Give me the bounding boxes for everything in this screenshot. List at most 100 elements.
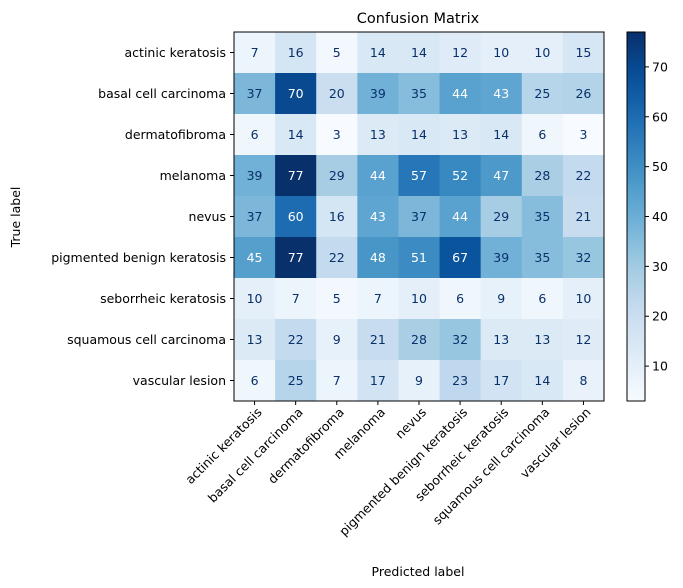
cell-value-label: 12 bbox=[452, 45, 468, 60]
x-tick-label: vascular lesion bbox=[517, 405, 594, 482]
heatmap-cell bbox=[439, 360, 482, 402]
heatmap-cell bbox=[562, 155, 605, 197]
cell-value-label: 9 bbox=[415, 373, 423, 388]
cell-value-label: 21 bbox=[575, 209, 591, 224]
cell-value-label: 6 bbox=[251, 373, 259, 388]
cell-value-label: 10 bbox=[411, 291, 427, 306]
heatmap-cell bbox=[275, 278, 317, 320]
cell-value-label: 47 bbox=[493, 168, 509, 183]
colorbar-tick-label: 40 bbox=[652, 209, 668, 224]
heatmap-cell bbox=[439, 32, 482, 74]
cell-value-label: 14 bbox=[534, 373, 550, 388]
heatmap-cell bbox=[316, 319, 358, 361]
x-axis-label: Predicted label bbox=[372, 564, 465, 579]
heatmap-cell bbox=[275, 319, 317, 361]
heatmap-cell bbox=[439, 237, 482, 279]
heatmap-cell bbox=[275, 237, 317, 279]
cell-value-label: 7 bbox=[374, 291, 382, 306]
heatmap-cell bbox=[234, 73, 276, 115]
heatmap-cell bbox=[316, 73, 358, 115]
heatmap-cell bbox=[398, 32, 441, 74]
cell-value-label: 7 bbox=[292, 291, 300, 306]
cell-value-label: 32 bbox=[575, 250, 591, 265]
cell-value-label: 44 bbox=[452, 86, 468, 101]
y-tick-label: squamous cell carcinoma bbox=[67, 332, 226, 347]
heatmap-cell bbox=[439, 155, 482, 197]
cell-value-label: 37 bbox=[411, 209, 427, 224]
heatmap-cell bbox=[480, 114, 523, 156]
heatmap-cell bbox=[234, 32, 276, 74]
heatmap-cell bbox=[398, 73, 441, 115]
cell-value-label: 26 bbox=[575, 86, 591, 101]
cell-value-label: 14 bbox=[288, 127, 304, 142]
heatmap-cell bbox=[357, 73, 399, 115]
heatmap-cell bbox=[316, 196, 358, 238]
cell-value-label: 37 bbox=[247, 86, 263, 101]
cell-value-label: 15 bbox=[575, 45, 591, 60]
colorbar-tick-label: 10 bbox=[652, 359, 668, 374]
colorbar-tick-label: 30 bbox=[652, 259, 668, 274]
heatmap-cell bbox=[316, 114, 358, 156]
cell-value-label: 3 bbox=[579, 127, 587, 142]
heatmap-cell bbox=[480, 278, 523, 320]
cell-value-label: 14 bbox=[493, 127, 509, 142]
y-tick-label: nevus bbox=[189, 209, 226, 224]
cell-value-label: 20 bbox=[329, 86, 345, 101]
y-axis-label: True label bbox=[8, 187, 23, 249]
x-tick-label: nevus bbox=[392, 405, 429, 442]
heatmap-cell bbox=[316, 360, 358, 402]
heatmap-cell bbox=[480, 196, 523, 238]
heatmap-cell bbox=[521, 114, 564, 156]
cell-value-label: 25 bbox=[534, 86, 550, 101]
cell-value-label: 10 bbox=[534, 45, 550, 60]
cell-value-label: 35 bbox=[534, 250, 550, 265]
heatmap-cell bbox=[439, 196, 482, 238]
cell-value-label: 35 bbox=[534, 209, 550, 224]
cell-value-label: 25 bbox=[288, 373, 304, 388]
cell-value-label: 5 bbox=[333, 291, 341, 306]
y-tick-label: dermatofibroma bbox=[125, 127, 226, 142]
cell-value-label: 17 bbox=[493, 373, 509, 388]
cell-value-label: 39 bbox=[247, 168, 263, 183]
heatmap-cell bbox=[562, 237, 605, 279]
heatmap-cell bbox=[521, 73, 564, 115]
cell-value-label: 32 bbox=[452, 332, 468, 347]
heatmap-cell bbox=[275, 196, 317, 238]
colorbar-ticks: 10 20 30 40 50 60 70 bbox=[645, 59, 668, 374]
heatmap-cell bbox=[521, 278, 564, 320]
heatmap-cell bbox=[398, 278, 441, 320]
heatmap-cell bbox=[357, 114, 399, 156]
heatmap-cell bbox=[234, 155, 276, 197]
chart-title: Confusion Matrix bbox=[357, 11, 480, 27]
heatmap-cell bbox=[480, 73, 523, 115]
cell-value-label: 48 bbox=[370, 250, 386, 265]
heatmap-cell bbox=[439, 319, 482, 361]
cell-value-label: 35 bbox=[411, 86, 427, 101]
heatmap-cell bbox=[398, 319, 441, 361]
cell-value-label: 21 bbox=[370, 332, 386, 347]
heatmap-cell bbox=[480, 155, 523, 197]
colorbar bbox=[626, 31, 646, 402]
heatmap-cell bbox=[562, 73, 605, 115]
heatmap-cell bbox=[480, 237, 523, 279]
heatmap-cell bbox=[398, 196, 441, 238]
x-tick-label: actinic keratosis bbox=[182, 405, 264, 487]
cell-value-label: 51 bbox=[411, 250, 427, 265]
heatmap-cell bbox=[562, 360, 605, 402]
heatmap-cell bbox=[562, 114, 605, 156]
heatmap-cell bbox=[275, 114, 317, 156]
cell-value-label: 12 bbox=[575, 332, 591, 347]
cell-value-label: 39 bbox=[493, 250, 509, 265]
cell-value-label: 14 bbox=[370, 45, 386, 60]
cell-value-label: 13 bbox=[370, 127, 386, 142]
cell-value-label: 9 bbox=[333, 332, 341, 347]
heatmap-cell bbox=[480, 319, 523, 361]
cell-value-label: 13 bbox=[493, 332, 509, 347]
heatmap-cell bbox=[521, 155, 564, 197]
cell-value-label: 22 bbox=[329, 250, 345, 265]
cell-value-label: 6 bbox=[538, 127, 546, 142]
heatmap-cell bbox=[562, 196, 605, 238]
cell-value-label: 9 bbox=[497, 291, 505, 306]
cell-value-label: 10 bbox=[575, 291, 591, 306]
